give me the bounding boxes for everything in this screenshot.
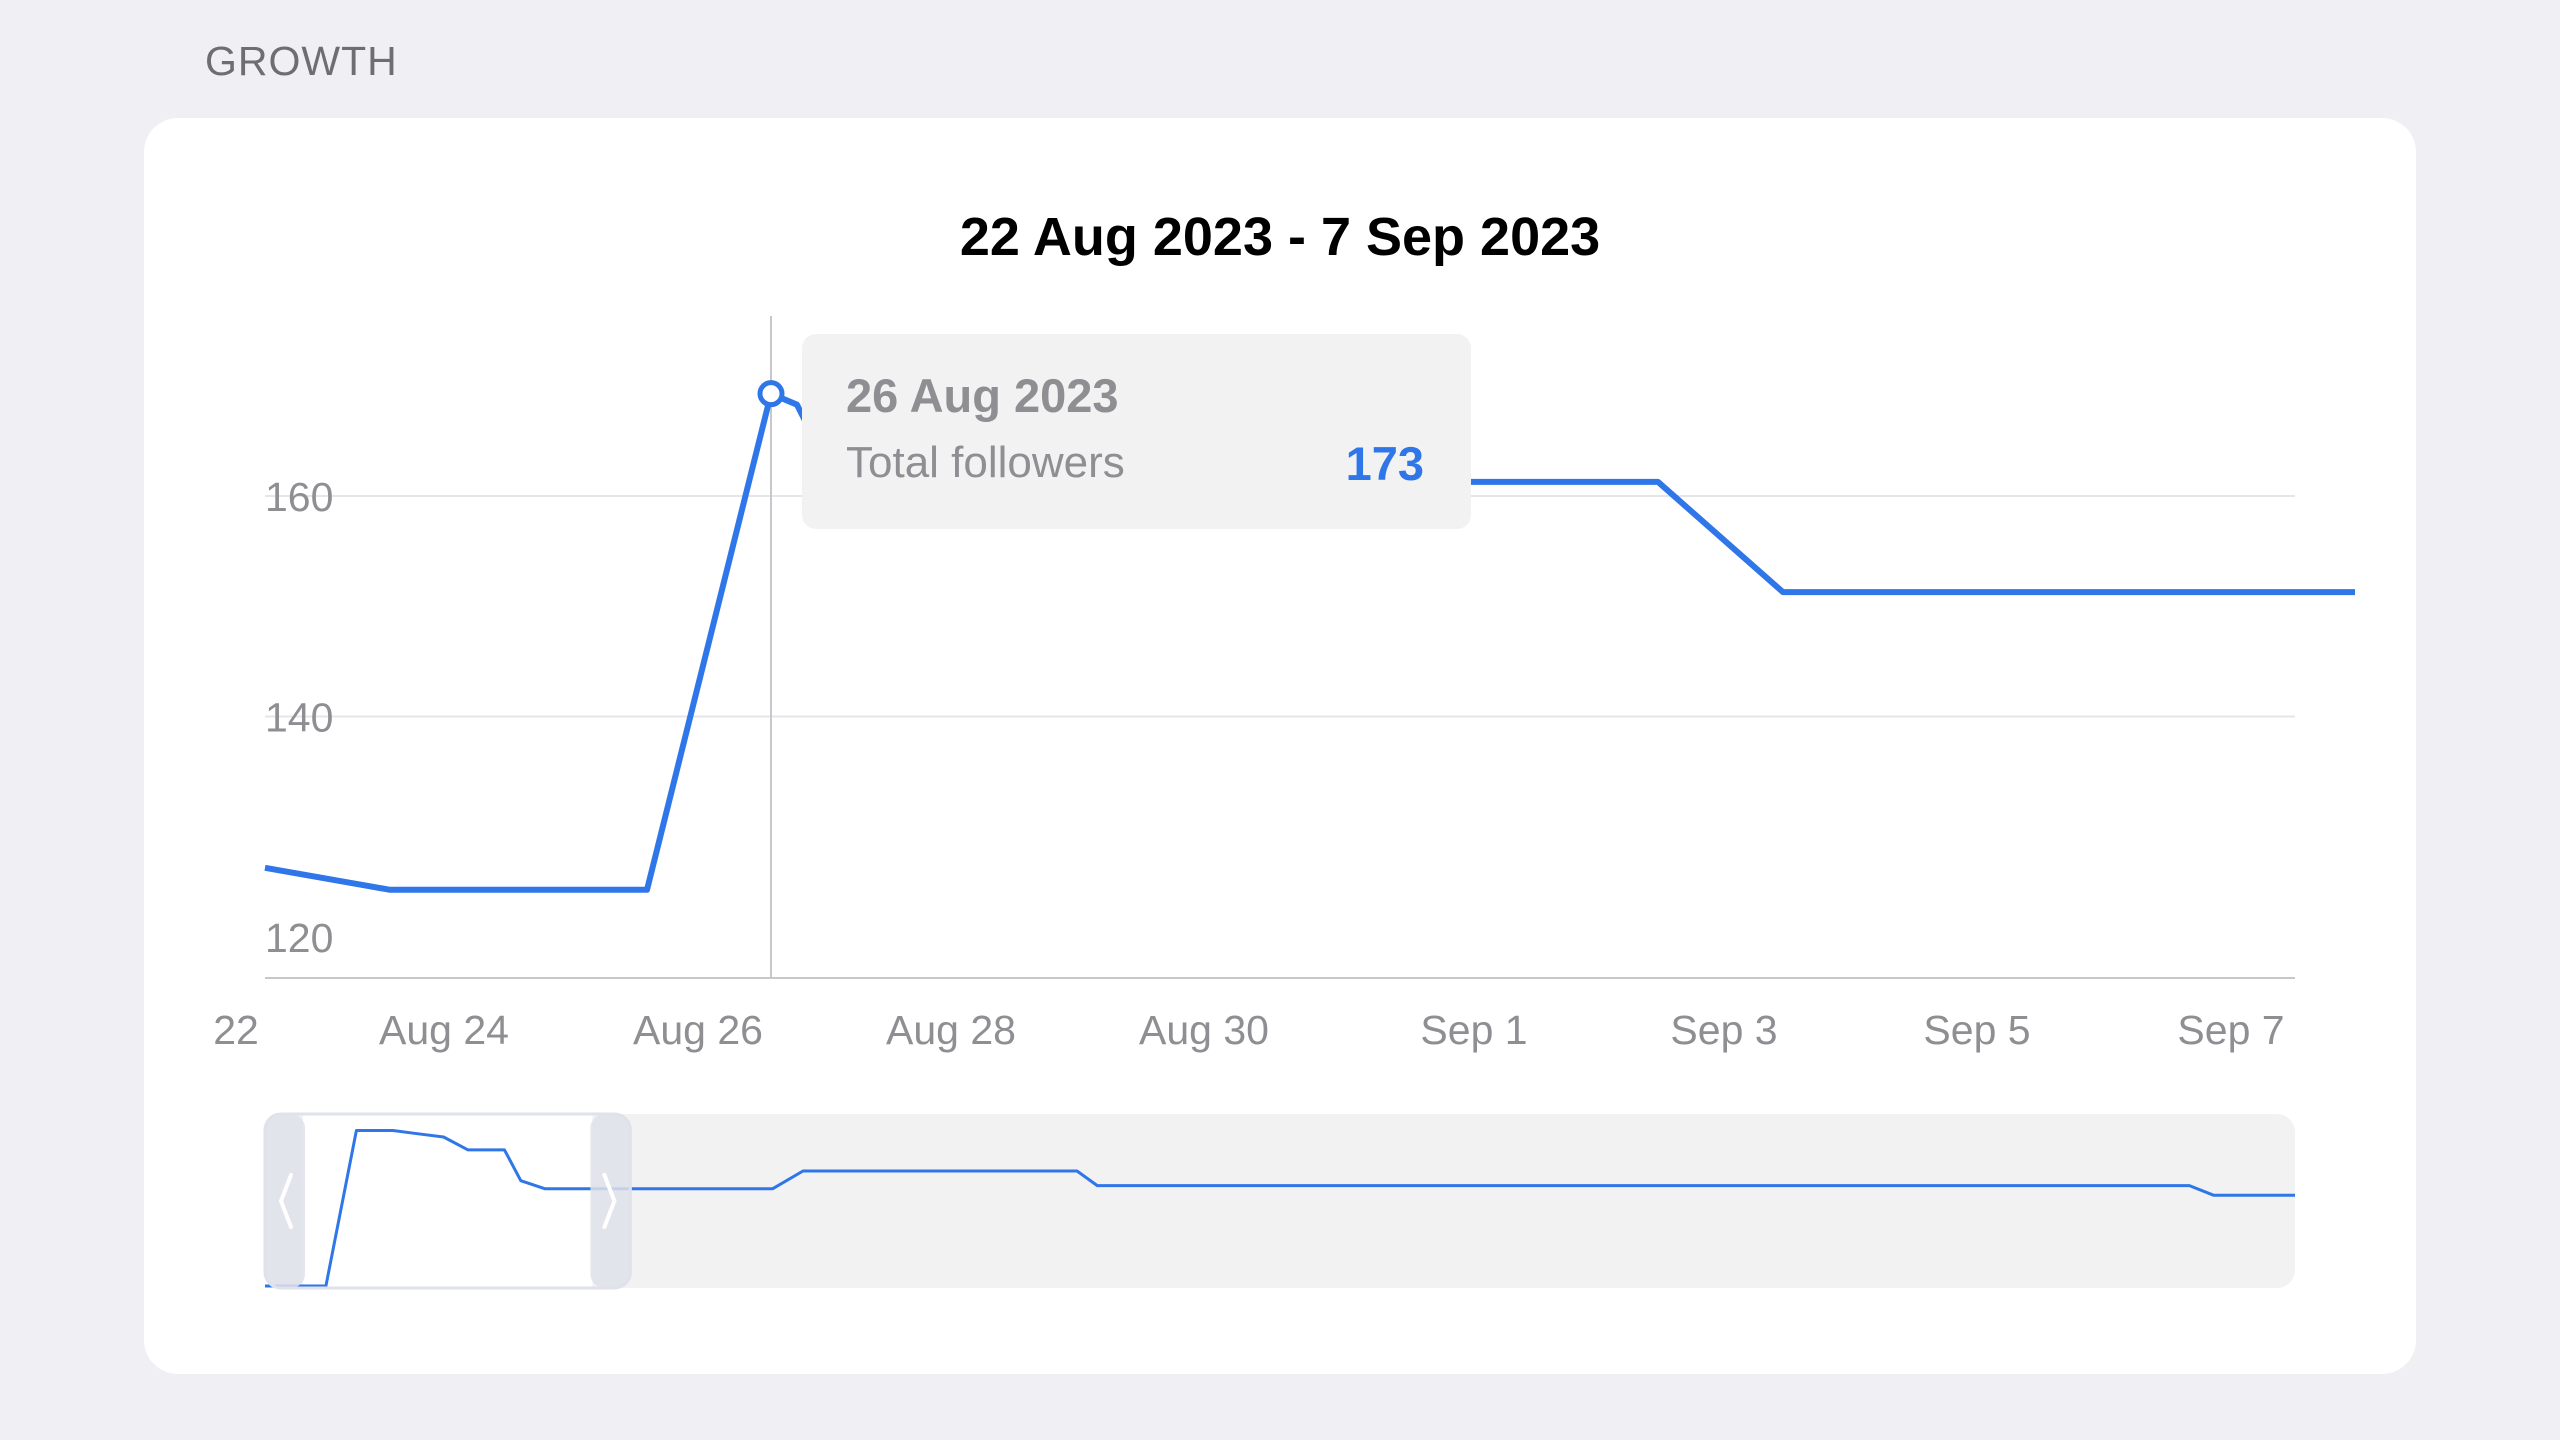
range-selection-border — [263, 1112, 632, 1290]
range-handle-right[interactable] — [590, 1114, 631, 1288]
tooltip-label: Total followers — [846, 438, 1125, 487]
x-tick-label: Sep 5 — [1923, 1007, 2030, 1053]
y-tick-label: 160 — [265, 474, 333, 520]
x-tick-label: Aug 30 — [1139, 1007, 1269, 1053]
x-tick-label: Sep 7 — [2177, 1007, 2284, 1053]
x-tick-label: 22 — [213, 1007, 259, 1053]
x-tick-label: Sep 3 — [1670, 1007, 1777, 1053]
x-tick-label: Sep 1 — [1420, 1007, 1527, 1053]
data-point-tooltip: 26 Aug 2023 Total followers 173 — [802, 334, 1471, 529]
tooltip-date: 26 Aug 2023 — [846, 369, 1119, 422]
range-selection-window — [303, 1114, 593, 1288]
x-tick-label: Aug 26 — [633, 1007, 763, 1053]
chevron-right-icon — [602, 1173, 617, 1229]
y-tick-label: 120 — [265, 915, 333, 961]
y-tick-label: 140 — [265, 695, 333, 741]
chart-title: 22 Aug 2023 - 7 Sep 2023 — [959, 207, 1601, 267]
x-tick-label: Aug 28 — [886, 1007, 1016, 1053]
range-handle-left[interactable] — [265, 1114, 305, 1288]
chevron-left-icon — [278, 1173, 293, 1229]
range-navigator-track — [265, 1114, 2295, 1288]
x-tick-label: Aug 24 — [379, 1007, 509, 1053]
selected-point-marker — [757, 380, 785, 408]
navigator-series-line — [265, 1129, 2295, 1288]
tooltip-value: 173 — [1345, 437, 1424, 490]
section-header-growth: GROWTH — [205, 38, 398, 84]
